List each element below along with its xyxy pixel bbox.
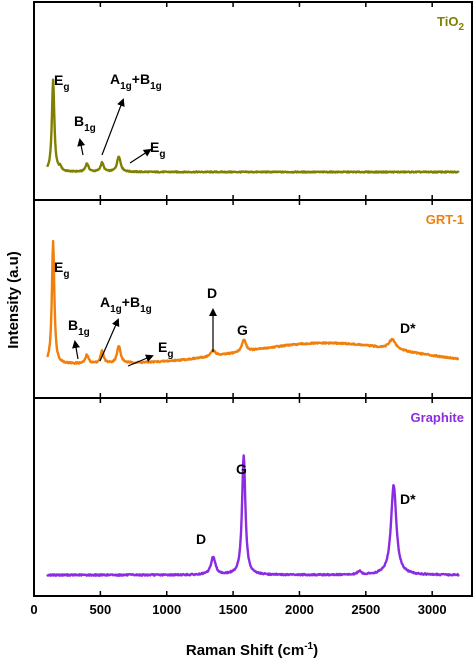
x-tick-label: 1500 (219, 602, 248, 617)
series-line-grt-1 (46, 239, 460, 365)
x-tick-label: 0 (30, 602, 37, 617)
x-axis-title: Raman Shift (cm-1) (186, 641, 318, 659)
panel-frame (33, 1, 473, 201)
annotation-arrow (99, 318, 120, 362)
peak-annotation: D (196, 531, 206, 547)
peak-annotation: A1g+B1g (110, 71, 162, 92)
x-tick-label: 2500 (351, 602, 380, 617)
peak-annotation: Eg (54, 72, 69, 93)
peak-annotation: G (237, 322, 248, 338)
peak-annotation: B1g (74, 113, 96, 134)
series-label: TiO2 (437, 14, 464, 33)
annotation-arrow (72, 340, 80, 360)
peak-annotation: Eg (54, 259, 69, 280)
peak-annotation: B1g (68, 317, 90, 338)
peak-annotation: D (207, 285, 217, 301)
peak-annotation: Eg (150, 139, 165, 160)
annotation-arrow (101, 98, 125, 156)
annotation-arrow (129, 148, 152, 164)
series-line-tio2 (46, 78, 460, 174)
peak-annotation: G (236, 461, 247, 477)
series-label: Graphite (411, 410, 464, 425)
peak-annotation: Eg (158, 339, 173, 360)
peak-annotation: A1g+B1g (100, 294, 152, 315)
x-tick-label: 3000 (418, 602, 447, 617)
x-tick-label: 1000 (152, 602, 181, 617)
chart-panels: TiO2GRT-1GraphiteEgB1gA1g+B1gEgEgB1gA1g+… (33, 1, 473, 597)
panel-frame (33, 397, 473, 597)
peak-annotation: D* (400, 491, 416, 507)
panel-2: Graphite (33, 397, 473, 597)
peak-annotation: D* (400, 320, 416, 336)
x-tick-label: 2000 (285, 602, 314, 617)
annotation-arrow (77, 138, 86, 156)
x-axis-ticks: 0 500 1000 1500 2000 2500 3000 (30, 2, 447, 617)
panel-0: TiO2 (33, 1, 473, 201)
series-label: GRT-1 (426, 212, 464, 227)
series-line-graphite (46, 454, 460, 577)
y-axis-title: Intensity (a.u) (5, 251, 22, 349)
annotation-arrow (127, 354, 154, 367)
x-tick-label: 500 (90, 602, 112, 617)
annotation-arrows (72, 98, 217, 367)
